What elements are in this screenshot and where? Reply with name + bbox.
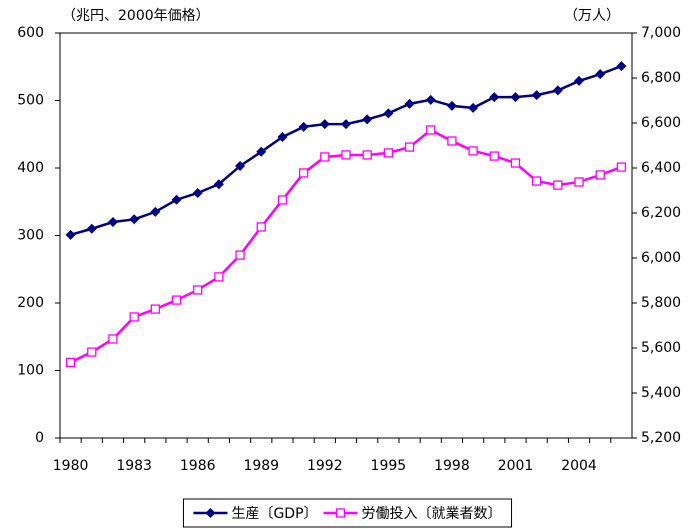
y2-tick-label: 6,600	[641, 115, 681, 131]
marker	[213, 179, 224, 190]
x-tick-label: 1980	[53, 458, 89, 474]
marker	[362, 114, 373, 125]
marker	[298, 121, 309, 132]
marker	[574, 75, 585, 86]
marker	[510, 92, 521, 103]
y2-tick-label: 5,200	[641, 430, 681, 446]
marker	[446, 100, 457, 111]
y2-tick-label: 5,600	[641, 340, 681, 356]
marker	[298, 168, 309, 178]
x-tick-label: 1995	[371, 458, 407, 474]
marker	[171, 194, 182, 205]
marker	[616, 61, 627, 72]
marker	[129, 312, 139, 322]
y-tick-label: 600	[17, 25, 44, 41]
legend: 生産〔GDP〕 労働投入〔就業者数〕	[182, 498, 513, 528]
marker	[235, 160, 246, 171]
marker	[404, 98, 415, 109]
y2-tick-label: 6,200	[641, 205, 681, 221]
marker	[595, 69, 606, 80]
marker	[553, 180, 563, 190]
marker	[319, 119, 330, 130]
marker	[129, 214, 140, 225]
y2-tick-label: 6,000	[641, 250, 681, 266]
marker	[426, 125, 436, 135]
y-tick-label: 300	[17, 228, 44, 244]
y2-tick-label: 7,000	[641, 25, 681, 41]
marker	[510, 158, 521, 168]
marker	[150, 304, 160, 314]
y-tick-label: 200	[17, 295, 44, 311]
marker	[489, 151, 499, 161]
marker	[468, 146, 478, 156]
marker	[277, 131, 288, 142]
marker	[205, 508, 216, 518]
y2-axis-title: （万人）	[564, 8, 620, 24]
marker	[595, 170, 605, 180]
marker	[552, 85, 563, 96]
x-tick-label: 1992	[307, 458, 343, 474]
line	[70, 128, 622, 364]
marker	[341, 150, 351, 160]
marker	[65, 229, 76, 240]
y2-tick-label: 5,400	[641, 385, 681, 401]
marker	[532, 176, 542, 186]
marker	[362, 150, 372, 160]
marker	[489, 92, 500, 103]
x-tick-label: 1986	[180, 458, 216, 474]
x-tick-label: 2004	[561, 458, 597, 474]
marker	[531, 90, 542, 101]
marker	[235, 250, 245, 260]
y-tick-label: 100	[17, 363, 44, 379]
x-tick-label: 2001	[498, 458, 534, 474]
marker	[193, 285, 203, 295]
marker	[383, 108, 394, 119]
marker	[65, 357, 76, 368]
marker	[214, 272, 224, 282]
y2-tick-label: 6,800	[641, 70, 681, 86]
marker	[277, 195, 288, 205]
series	[65, 125, 627, 368]
legend-label: 生産〔GDP〕	[231, 506, 317, 522]
marker	[256, 146, 267, 157]
marker	[256, 222, 266, 232]
y-tick-label: 500	[17, 93, 44, 109]
marker	[383, 148, 394, 158]
marker	[616, 162, 627, 172]
y-axis-title: （兆円、2000年価格）	[62, 8, 210, 24]
marker	[171, 295, 182, 305]
marker	[468, 102, 479, 113]
marker	[425, 94, 436, 105]
x-tick-label: 1983	[116, 458, 152, 474]
y-tick-label: 0	[35, 430, 44, 446]
series	[65, 61, 627, 240]
marker	[192, 187, 203, 198]
marker	[447, 136, 457, 146]
legend-label: 労働投入〔就業者数〕	[362, 506, 502, 522]
y2-tick-label: 5,800	[641, 295, 681, 311]
marker	[404, 142, 415, 152]
marker	[86, 223, 97, 234]
x-tick-label: 1989	[243, 458, 279, 474]
marker	[320, 152, 330, 162]
marker	[108, 334, 118, 344]
marker	[341, 119, 351, 130]
y-tick-label: 400	[17, 160, 44, 176]
marker	[574, 177, 584, 187]
y2-tick-label: 6,400	[641, 160, 681, 176]
marker	[150, 206, 161, 217]
marker	[335, 508, 346, 518]
marker	[107, 217, 118, 227]
x-tick-label: 1998	[434, 458, 470, 474]
marker	[87, 347, 97, 357]
